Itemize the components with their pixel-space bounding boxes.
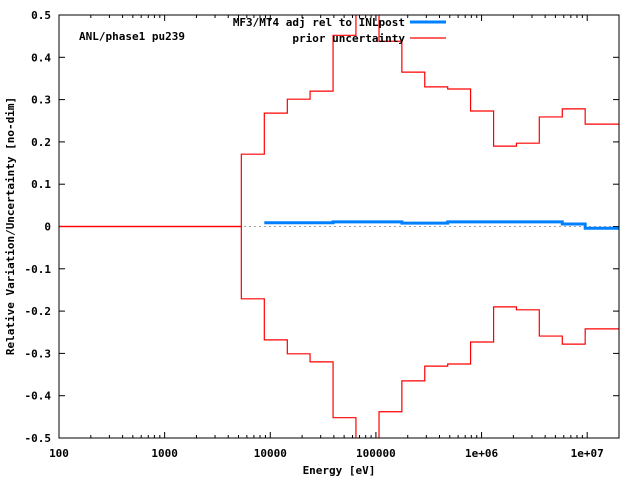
- x-tick-label: 100000: [356, 447, 396, 460]
- x-tick-label: 100: [49, 447, 69, 460]
- plot-marks: [59, 15, 619, 438]
- y-tick-label: 0.1: [31, 178, 51, 191]
- y-tick-label: -0.4: [25, 390, 52, 403]
- x-tick-label: 1e+07: [571, 447, 604, 460]
- y-tick-label: -0.1: [25, 263, 52, 276]
- y-tick-label: 0.5: [31, 9, 51, 22]
- series-prior-upper-line: [59, 15, 619, 228]
- annotation: ANL/phase1 pu239: [79, 30, 185, 43]
- y-tick-label: 0.2: [31, 136, 51, 149]
- x-tick-label: 1000: [151, 447, 178, 460]
- y-tick-label: 0.4: [31, 51, 51, 64]
- y-tick-label: 0.3: [31, 94, 51, 107]
- y-tick-label: -0.5: [25, 432, 52, 445]
- x-tick-label: 1e+06: [465, 447, 498, 460]
- series-prior-lower-line: [59, 225, 619, 438]
- x-axis-label: Energy [eV]: [303, 464, 376, 477]
- tick-labels: 0.5 0.4 0.3 0.2 0.1 0 -0.1 -0.2 -0.3 -0.4 -0.5 100 1…: [25, 9, 604, 460]
- y-tick-label: -0.2: [25, 305, 52, 318]
- y-tick-label: -0.3: [25, 347, 52, 360]
- series-adj-line: [264, 220, 619, 230]
- legend-label-adj: MF3/MT4 adj rel to INLpost: [233, 16, 405, 29]
- legend: MF3/MT4 adj rel to INLpost prior uncerta…: [233, 16, 446, 45]
- plot-frame: [58, 14, 620, 439]
- legend-label-prior: prior uncertainty: [292, 32, 405, 45]
- y-tick-label: 0: [44, 221, 51, 234]
- y-axis-label: Relative Variation/Uncertainty [no-dim]: [4, 97, 17, 355]
- x-tick-label: 10000: [254, 447, 287, 460]
